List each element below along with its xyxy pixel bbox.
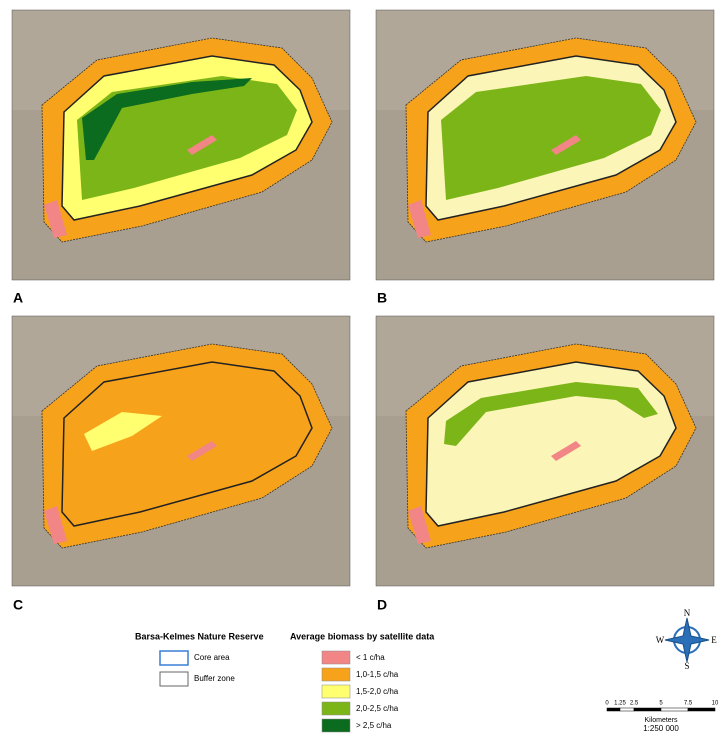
scale-ratio: 1:250 000 <box>643 724 679 733</box>
scale-tick-label: 0 <box>605 701 609 707</box>
biomass-zone <box>408 506 431 544</box>
legend-item: > 2,5 c/ha <box>356 721 392 730</box>
biomass-zone <box>82 78 252 160</box>
buffer-swatch <box>159 671 189 687</box>
legend-item: 2,0-2,5 c/ha <box>356 704 399 713</box>
map-panel <box>375 315 715 587</box>
legend-swatch <box>321 718 351 733</box>
core-area <box>61 361 313 527</box>
legend-item: < 1 c/ha <box>356 653 385 662</box>
compass-letter: W <box>656 635 665 645</box>
scale-tick-label: 7.5 <box>684 701 693 707</box>
scale-segment <box>619 707 635 712</box>
compass-letter: E <box>711 635 717 645</box>
legend-item: 1,0-1,5 c/ha <box>356 670 399 679</box>
map-panels <box>11 9 715 587</box>
legend-item: Buffer zone <box>194 674 235 683</box>
panel-label: B <box>377 290 387 306</box>
biomass-zone <box>551 441 581 461</box>
biomass-zone <box>77 76 297 200</box>
scale-tick-label: 2.5 <box>630 701 639 707</box>
legend-swatch <box>321 701 351 716</box>
biomass-zone <box>187 135 217 155</box>
panel-label: A <box>13 290 23 306</box>
legend-item: 1,5-2,0 c/ha <box>356 687 399 696</box>
compass-star <box>664 617 710 663</box>
map-panel <box>11 9 351 281</box>
legend-title: Barsa-Kelmes Nature Reserve <box>135 631 264 641</box>
scale-segment <box>633 707 662 712</box>
biomass-zone <box>551 135 581 155</box>
biomass-zone <box>408 200 431 238</box>
scale-segment <box>606 707 621 712</box>
legend-swatch <box>321 684 351 699</box>
scale-tick-label: 1.25 <box>614 701 626 707</box>
scale-segment <box>660 707 689 712</box>
biomass-zone <box>441 76 661 200</box>
legend-title: Average biomass by satellite data <box>290 631 435 641</box>
biomass-zone <box>187 441 217 461</box>
legend-item: Core area <box>194 653 230 662</box>
compass: N S W E <box>656 608 718 671</box>
compass-letter: N <box>684 608 691 618</box>
panel-frame <box>11 315 351 587</box>
scale-tick-label: 10 <box>712 701 719 707</box>
scale-bar: Kilometers 1:250 000 0 1.25 2.5 5 7.5 10 <box>605 701 719 734</box>
panel-label: D <box>377 597 387 613</box>
biomass-zone <box>44 506 67 544</box>
biomass-zone <box>84 412 162 451</box>
map-panel <box>375 9 715 281</box>
scale-segment <box>687 707 716 712</box>
map-panel <box>11 315 351 587</box>
legend-swatch <box>321 650 351 665</box>
core-swatch <box>159 650 189 666</box>
panel-label: C <box>13 597 23 613</box>
panel-frame <box>11 9 351 281</box>
compass-letter: S <box>684 661 689 671</box>
biomass-zone <box>444 382 658 446</box>
biomass-zone <box>44 200 67 238</box>
scale-unit: Kilometers <box>644 717 678 724</box>
panel-frame <box>375 315 715 587</box>
scale-tick-label: 5 <box>659 701 663 707</box>
biomass-legend: < 1 c/ha 1,0-1,5 c/ha 1,5-2,0 c/ha 2,0-2,5 … <box>321 650 399 733</box>
panel-frame <box>375 9 715 281</box>
legend-swatch <box>321 667 351 682</box>
